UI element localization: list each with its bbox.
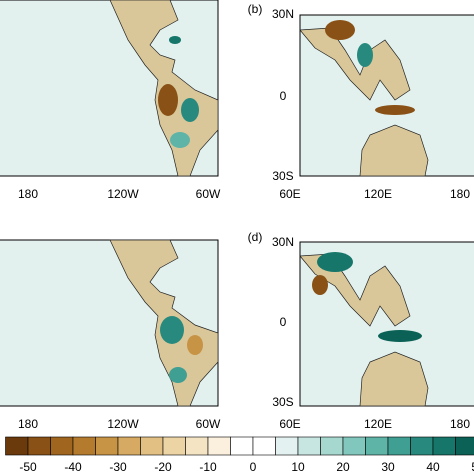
y-tick-label: 30S bbox=[272, 169, 293, 183]
x-tick-label: 180 bbox=[450, 417, 470, 431]
y-tick-label: 30N bbox=[272, 7, 294, 21]
colorbar-box bbox=[140, 436, 164, 456]
colorbar-tick-label: -10 bbox=[199, 460, 217, 474]
panel-a bbox=[0, 0, 219, 177]
anomaly bbox=[160, 316, 184, 344]
anomaly bbox=[357, 43, 373, 67]
colorbar-box bbox=[455, 436, 474, 456]
x-tick-label: 60E bbox=[279, 187, 300, 201]
anomaly bbox=[169, 36, 181, 44]
colorbar-box bbox=[27, 436, 51, 456]
anomaly bbox=[169, 367, 187, 383]
x-tick-label: 180 bbox=[450, 187, 470, 201]
panel-label: (d) bbox=[248, 230, 263, 244]
colorbar-tick-label: -20 bbox=[154, 460, 172, 474]
colorbar-box bbox=[432, 436, 456, 456]
colorbar-box bbox=[185, 436, 209, 456]
colorbar-box bbox=[50, 436, 74, 456]
anomaly bbox=[375, 105, 415, 115]
colorbar-box bbox=[117, 436, 141, 456]
colorbar-box bbox=[410, 436, 434, 456]
land bbox=[299, 27, 411, 101]
colorbar-box bbox=[230, 436, 254, 456]
land bbox=[359, 124, 429, 177]
colorbar-box bbox=[297, 436, 321, 456]
x-tick-label: 120E bbox=[364, 187, 392, 201]
y-tick-label: 30S bbox=[272, 395, 293, 409]
anomaly bbox=[187, 335, 203, 355]
colorbar-tick-label: 50 bbox=[471, 460, 474, 474]
y-tick-label: 0 bbox=[280, 315, 287, 329]
colorbar-box bbox=[72, 436, 96, 456]
x-tick-label: 120W bbox=[107, 417, 139, 431]
colorbar-tick-label: 40 bbox=[426, 460, 440, 474]
y-tick-label: 0 bbox=[280, 89, 287, 103]
anomaly bbox=[312, 275, 328, 295]
x-tick-label: 120E bbox=[364, 417, 392, 431]
anomaly bbox=[170, 132, 190, 148]
x-tick-label: 60W bbox=[196, 187, 221, 201]
anomaly bbox=[158, 84, 178, 116]
x-tick-label: 60W bbox=[196, 417, 221, 431]
colorbar-box bbox=[320, 436, 344, 456]
panel-c bbox=[0, 239, 219, 407]
colorbar-tick-label: 0 bbox=[250, 460, 257, 474]
panel-label: (b) bbox=[248, 2, 263, 16]
colorbar-box bbox=[252, 436, 276, 456]
colorbar-box bbox=[5, 436, 29, 456]
colorbar-tick-label: -40 bbox=[64, 460, 82, 474]
x-tick-label: 120W bbox=[107, 187, 139, 201]
panel-b bbox=[299, 14, 474, 177]
x-tick-label: 180 bbox=[18, 417, 38, 431]
colorbar-box bbox=[342, 436, 366, 456]
land bbox=[359, 351, 429, 407]
colorbar-box bbox=[275, 436, 299, 456]
colorbar-tick-label: 20 bbox=[336, 460, 350, 474]
x-tick-label: 180 bbox=[18, 187, 38, 201]
anomaly bbox=[181, 98, 199, 122]
colorbar-box bbox=[95, 436, 119, 456]
colorbar-box bbox=[207, 436, 231, 456]
colorbar-tick-label: -30 bbox=[109, 460, 127, 474]
colorbar-box bbox=[162, 436, 186, 456]
colorbar-tick-label: 30 bbox=[381, 460, 395, 474]
colorbar-tick-label: 10 bbox=[291, 460, 305, 474]
colorbar-box bbox=[365, 436, 389, 456]
anomaly bbox=[317, 252, 353, 272]
colorbar-box bbox=[387, 436, 411, 456]
anomaly bbox=[325, 20, 355, 40]
anomaly bbox=[378, 330, 422, 342]
colorbar-tick-label: -50 bbox=[19, 460, 37, 474]
x-tick-label: 60E bbox=[279, 417, 300, 431]
land bbox=[299, 253, 411, 327]
panel-d bbox=[299, 241, 474, 407]
y-tick-label: 30N bbox=[272, 235, 294, 249]
